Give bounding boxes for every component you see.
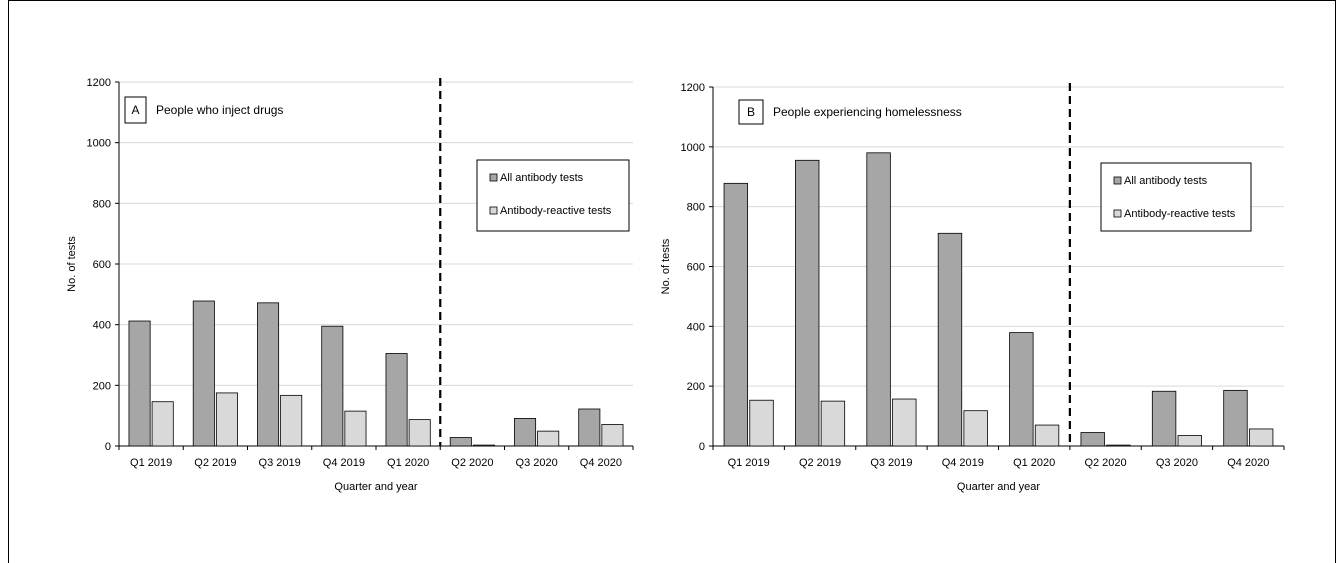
x-tick-label: Q2 2019 bbox=[799, 457, 841, 469]
chart-panel-b: 0 200 400 600 800 1000 1200 Q1 2019 Q2 2019 Q3 20… bbox=[660, 82, 1285, 493]
bar-all-antibody bbox=[192, 300, 215, 447]
bar-all-antibody bbox=[723, 182, 749, 447]
bar-antibody-reactive bbox=[344, 410, 367, 447]
bar-antibody-reactive bbox=[151, 401, 174, 447]
y-tick-label: 600 bbox=[687, 262, 705, 274]
y-tick-label: 800 bbox=[93, 198, 111, 210]
bar-antibody-reactive bbox=[892, 398, 917, 447]
bar-antibody-reactive bbox=[1248, 428, 1274, 447]
bar-all-antibody bbox=[385, 353, 408, 447]
bar-antibody-reactive bbox=[408, 419, 431, 447]
panel-title: People who inject drugs bbox=[156, 103, 283, 117]
bar-all-antibody bbox=[937, 232, 963, 447]
legend-swatch bbox=[1113, 176, 1122, 185]
bar-all-antibody bbox=[514, 417, 537, 447]
bar-antibody-reactive bbox=[749, 399, 774, 447]
figure-frame bbox=[8, 0, 1336, 563]
y-tick-label: 1000 bbox=[681, 142, 705, 154]
y-tick-label: 200 bbox=[687, 381, 705, 393]
x-axis-title: Quarter and year bbox=[334, 481, 417, 493]
bar-all-antibody bbox=[795, 159, 820, 447]
x-tick-label: Q3 2019 bbox=[259, 457, 301, 469]
bar-all-antibody bbox=[578, 408, 601, 447]
legend-swatch bbox=[489, 173, 498, 182]
legend-label: All antibody tests bbox=[1124, 175, 1208, 187]
y-axis-title: No. of tests bbox=[660, 238, 672, 294]
x-tick-label: Q2 2020 bbox=[451, 457, 493, 469]
bar-antibody-reactive bbox=[280, 394, 303, 447]
legend-box bbox=[1100, 162, 1252, 232]
y-tick-label: 200 bbox=[93, 380, 111, 392]
bar-all-antibody bbox=[1151, 390, 1177, 447]
legend-swatch bbox=[1113, 209, 1122, 218]
x-tick-label: Q4 2020 bbox=[580, 457, 622, 469]
bar-antibody-reactive bbox=[820, 400, 846, 447]
legend: All antibody tests Antibody-reactive test… bbox=[1100, 162, 1252, 232]
y-tick-label: 1200 bbox=[87, 77, 111, 89]
panel-title: People experiencing homelessness bbox=[773, 105, 962, 119]
bar-antibody-reactive bbox=[963, 410, 988, 447]
legend: All antibody tests Antibody-reactive test… bbox=[476, 159, 630, 232]
x-tick-label: Q1 2020 bbox=[1013, 457, 1055, 469]
y-tick-label: 0 bbox=[699, 441, 705, 453]
legend-swatch bbox=[489, 206, 498, 215]
bar-antibody-reactive bbox=[537, 430, 560, 447]
x-tick-label: Q2 2020 bbox=[1084, 457, 1126, 469]
x-tick-label: Q3 2020 bbox=[516, 457, 558, 469]
legend-label: All antibody tests bbox=[500, 172, 584, 184]
chart-panel-a: 0 200 400 600 800 1000 1200 Q1 2019 Q2 2019 Q3 20… bbox=[66, 77, 634, 493]
legend-box bbox=[476, 159, 630, 232]
y-tick-label: 400 bbox=[93, 320, 111, 332]
bar-all-antibody bbox=[321, 325, 344, 447]
y-tick-label: 0 bbox=[105, 441, 111, 453]
y-tick-label: 1000 bbox=[87, 138, 111, 150]
bar-antibody-reactive bbox=[601, 424, 624, 447]
bar-antibody-reactive bbox=[1034, 424, 1060, 447]
panel-letter: B bbox=[747, 105, 755, 119]
bar-all-antibody bbox=[128, 320, 151, 447]
bar-antibody-reactive bbox=[472, 444, 495, 447]
y-tick-label: 600 bbox=[93, 259, 111, 271]
x-axis-title: Quarter and year bbox=[957, 481, 1040, 493]
x-tick-label: Q1 2020 bbox=[387, 457, 429, 469]
y-tick-label: 400 bbox=[687, 321, 705, 333]
bar-all-antibody bbox=[866, 152, 891, 447]
x-tick-label: Q2 2019 bbox=[194, 457, 236, 469]
y-tick-label: 800 bbox=[687, 202, 705, 214]
bar-all-antibody bbox=[257, 302, 280, 447]
bar-all-antibody bbox=[1223, 389, 1248, 447]
x-tick-label: Q3 2020 bbox=[1156, 457, 1198, 469]
bar-all-antibody bbox=[1080, 432, 1105, 447]
panel-letter-box bbox=[124, 96, 147, 124]
x-tick-label: Q4 2019 bbox=[942, 457, 984, 469]
legend-label: Antibody-reactive tests bbox=[500, 205, 612, 217]
x-tick-label: Q1 2019 bbox=[130, 457, 172, 469]
bar-antibody-reactive bbox=[1177, 435, 1202, 447]
panel-letter: A bbox=[131, 103, 139, 117]
x-tick-label: Q3 2019 bbox=[870, 457, 912, 469]
bar-antibody-reactive bbox=[215, 392, 238, 447]
bar-all-antibody bbox=[1009, 332, 1034, 447]
x-tick-label: Q4 2020 bbox=[1227, 457, 1269, 469]
bar-all-antibody bbox=[449, 437, 472, 447]
x-tick-label: Q4 2019 bbox=[323, 457, 365, 469]
x-tick-label: Q1 2019 bbox=[728, 457, 770, 469]
y-axis-title: No. of tests bbox=[66, 236, 78, 292]
panel-letter-box bbox=[738, 99, 764, 125]
y-tick-label: 1200 bbox=[681, 82, 705, 94]
bar-antibody-reactive bbox=[1106, 444, 1131, 447]
legend-label: Antibody-reactive tests bbox=[1124, 208, 1236, 220]
